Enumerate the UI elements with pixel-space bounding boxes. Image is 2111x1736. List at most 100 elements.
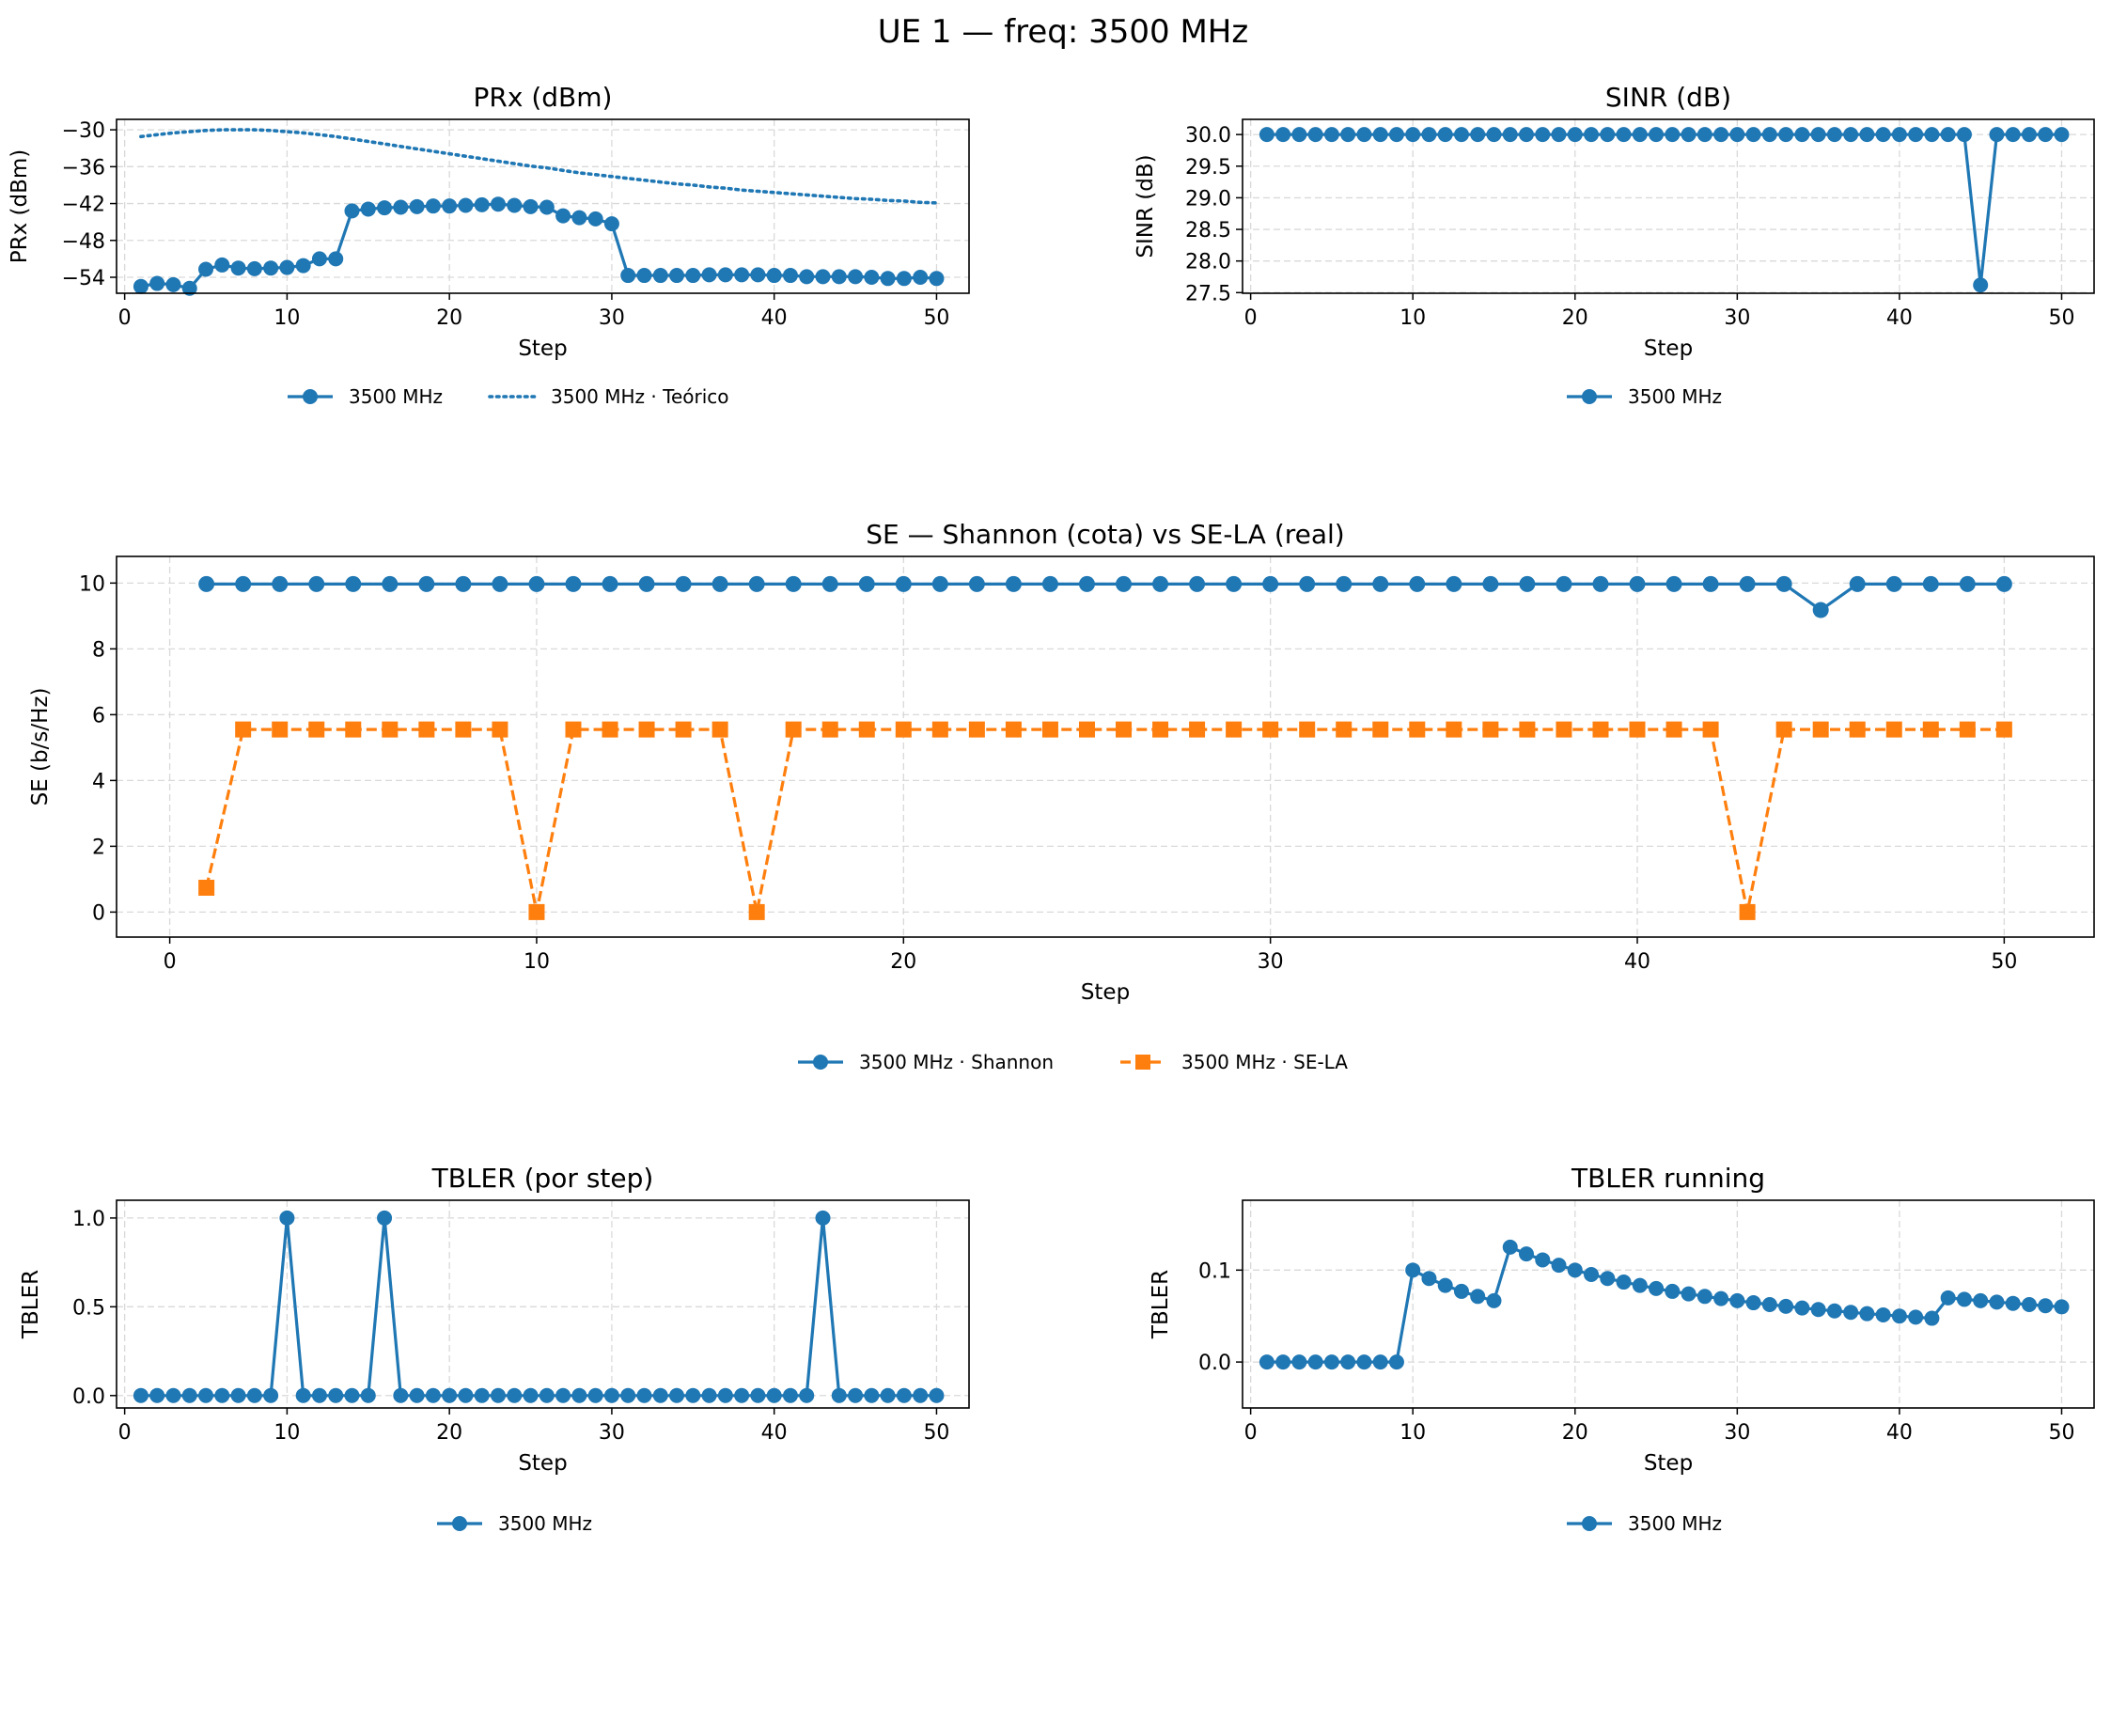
se-point bbox=[1482, 721, 1499, 738]
se-point bbox=[1262, 575, 1279, 592]
tbler-running-point bbox=[1761, 1296, 1777, 1312]
panel-prx: 0 10 20 30 40 50 −54 −48 −42 −36 −30 PRx (dBm) Step P… bbox=[8, 82, 970, 408]
sinr-ytick-label: 28.0 bbox=[1185, 251, 1231, 274]
se-point bbox=[1849, 721, 1866, 738]
prx-legend-marker bbox=[303, 389, 318, 404]
prx-point bbox=[377, 200, 393, 216]
se-title: SE — Shannon (cota) vs SE-LA (real) bbox=[866, 519, 1344, 550]
se-point bbox=[1995, 721, 2012, 738]
se-point bbox=[1812, 721, 1829, 738]
sinr-point bbox=[1697, 127, 1712, 143]
tbler-step-xtick-label: 40 bbox=[761, 1421, 788, 1445]
prx-ylabel: PRx (dBm) bbox=[8, 149, 32, 264]
tbler-step-point bbox=[701, 1387, 717, 1403]
sinr-point bbox=[1259, 127, 1274, 143]
se-point bbox=[1519, 575, 1536, 592]
sinr-point bbox=[1973, 277, 1989, 293]
prx-point bbox=[603, 216, 619, 232]
se-point bbox=[1519, 721, 1536, 738]
prx-xtick-label: 30 bbox=[599, 306, 625, 330]
se-series-line-1 bbox=[205, 727, 2005, 915]
tbler-running-point bbox=[1405, 1262, 1421, 1278]
tbler-step-point bbox=[165, 1387, 181, 1403]
sinr-point bbox=[1307, 127, 1323, 143]
se-point bbox=[1775, 721, 1792, 738]
sinr-point bbox=[1649, 127, 1665, 143]
se-xtick-label: 30 bbox=[1258, 950, 1284, 974]
tbler-running-point bbox=[1372, 1354, 1388, 1370]
se-point bbox=[455, 575, 472, 592]
sinr-point bbox=[1665, 127, 1681, 143]
tbler-step-point bbox=[181, 1387, 197, 1403]
tbler-step-point bbox=[620, 1387, 636, 1403]
se-ytick-label: 2 bbox=[92, 836, 105, 859]
se-point bbox=[638, 721, 655, 738]
sinr-legend-marker bbox=[1582, 389, 1597, 404]
tbler-step-point bbox=[913, 1387, 929, 1403]
tbler-step-point bbox=[425, 1387, 441, 1403]
prx-xtick-label: 40 bbox=[761, 306, 788, 330]
se-point bbox=[785, 575, 802, 592]
tbler-step-xtick-label: 30 bbox=[599, 1421, 625, 1445]
se-point bbox=[565, 721, 582, 738]
se-ytick-label: 4 bbox=[92, 770, 105, 793]
sinr-point bbox=[1924, 127, 1940, 143]
se-point bbox=[1446, 721, 1462, 738]
se-point bbox=[1116, 575, 1133, 592]
se-point bbox=[931, 575, 948, 592]
prx-point bbox=[360, 201, 376, 217]
sinr-point bbox=[1908, 127, 1924, 143]
sinr-ytick-label: 30.0 bbox=[1185, 124, 1231, 148]
se-point bbox=[1556, 721, 1572, 738]
sinr-point bbox=[1859, 127, 1875, 143]
sinr-point bbox=[1632, 127, 1648, 143]
prx-point bbox=[734, 267, 750, 283]
se-point bbox=[895, 575, 912, 592]
tbler-running-point bbox=[1778, 1298, 1794, 1314]
sinr-point bbox=[1778, 127, 1794, 143]
prx-point bbox=[913, 270, 929, 286]
se-point bbox=[1629, 721, 1646, 738]
se-point bbox=[1665, 575, 1682, 592]
tbler-step-ytick-label: 0.5 bbox=[72, 1296, 105, 1320]
tbler-step-series-line-0 bbox=[140, 1216, 937, 1398]
se-point bbox=[711, 575, 728, 592]
se-legend-marker bbox=[813, 1055, 828, 1070]
sinr-point bbox=[1388, 127, 1404, 143]
se-xtick-label: 50 bbox=[1991, 950, 2017, 974]
tbler-running-point bbox=[1453, 1283, 1469, 1299]
sinr-title: SINR (dB) bbox=[1605, 82, 1731, 113]
tbler-running-point bbox=[1421, 1271, 1437, 1287]
tbler-running-point bbox=[2038, 1298, 2054, 1314]
se-legend-marker bbox=[1135, 1055, 1150, 1070]
se-point bbox=[1226, 575, 1243, 592]
prx-point bbox=[685, 268, 701, 284]
se-point bbox=[382, 721, 399, 738]
sinr-point bbox=[1421, 127, 1437, 143]
tbler-step-point bbox=[295, 1387, 311, 1403]
se-point bbox=[1775, 575, 1792, 592]
sinr-point bbox=[1470, 127, 1486, 143]
se-point bbox=[1299, 721, 1316, 738]
prx-point bbox=[328, 251, 344, 267]
prx-point bbox=[425, 198, 441, 214]
tbler-step-xtick-label: 10 bbox=[274, 1421, 300, 1445]
se-point bbox=[1812, 602, 1829, 618]
tbler-step-point bbox=[685, 1387, 701, 1403]
prx-point bbox=[214, 257, 230, 273]
se-point bbox=[1152, 721, 1169, 738]
se-point bbox=[858, 721, 875, 738]
tbler-step-point bbox=[133, 1387, 149, 1403]
tbler-step-point bbox=[474, 1387, 490, 1403]
tbler-step-point bbox=[328, 1387, 344, 1403]
se-point bbox=[1005, 721, 1022, 738]
se-point bbox=[198, 879, 215, 896]
tbler-running-point bbox=[2054, 1299, 2070, 1315]
se-point bbox=[1629, 575, 1646, 592]
tbler-step-legend-marker bbox=[452, 1516, 467, 1531]
sinr-ytick-label: 29.5 bbox=[1185, 156, 1231, 180]
se-point bbox=[1885, 721, 1902, 738]
sinr-xtick-label: 10 bbox=[1400, 306, 1426, 330]
se-point bbox=[675, 575, 692, 592]
prx-point bbox=[701, 267, 717, 283]
